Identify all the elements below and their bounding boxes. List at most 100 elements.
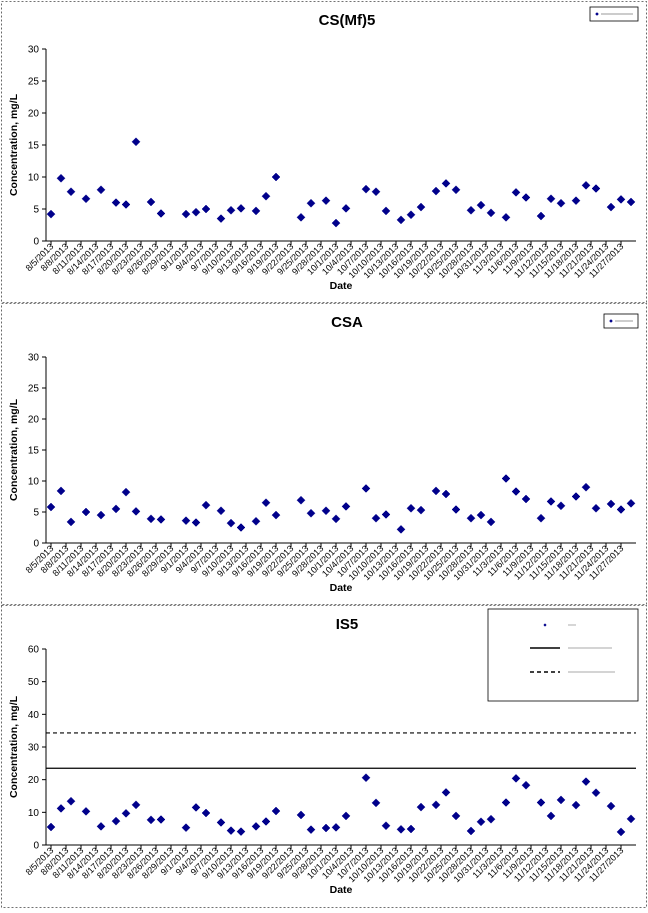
data-point: [501, 798, 511, 807]
data-point: [296, 495, 306, 505]
y-tick-label: 15: [28, 141, 40, 152]
data-point: [416, 202, 426, 212]
data-point: [46, 502, 56, 512]
y-tick-label: 0: [33, 841, 39, 852]
data-point: [536, 513, 546, 523]
data-point: [121, 808, 131, 818]
data-point: [81, 507, 91, 517]
y-tick-label: 10: [28, 808, 40, 819]
data-point: [321, 506, 331, 516]
data-point: [261, 498, 271, 508]
data-point: [466, 205, 476, 215]
y-tick-label: 25: [28, 384, 40, 395]
data-point: [501, 474, 511, 483]
data-point: [536, 798, 546, 807]
data-point: [441, 788, 451, 797]
data-point: [606, 801, 616, 811]
data-point: [191, 207, 201, 217]
data-point: [451, 811, 461, 821]
data-point: [181, 823, 191, 833]
data-point: [296, 212, 306, 222]
data-point: [451, 505, 461, 514]
data-point: [476, 200, 486, 210]
data-point: [341, 502, 351, 511]
data-point: [616, 827, 626, 837]
y-tick-label: 10: [28, 173, 40, 184]
data-point: [156, 209, 166, 218]
data-point: [216, 506, 226, 516]
data-point: [46, 209, 56, 219]
data-point: [396, 824, 406, 834]
data-point: [236, 827, 246, 836]
data-point: [111, 816, 121, 826]
y-tick-label: 40: [28, 710, 40, 721]
data-point: [236, 204, 246, 213]
y-tick-label: 0: [33, 539, 39, 550]
data-point: [581, 777, 591, 786]
data-point: [381, 510, 391, 519]
data-point: [416, 802, 426, 812]
data-point: [626, 814, 636, 824]
data-point: [571, 800, 581, 810]
data-point: [581, 482, 591, 492]
data-point: [261, 191, 271, 201]
y-tick-label: 15: [28, 446, 40, 457]
chart-title: CS(Mf)5: [319, 12, 376, 29]
y-tick-label: 20: [28, 775, 40, 786]
data-point: [251, 516, 261, 526]
data-point: [56, 486, 66, 496]
x-axis-label: Date: [330, 582, 353, 594]
data-point: [521, 494, 531, 504]
legend-marker: [595, 12, 599, 16]
data-point: [96, 185, 106, 195]
data-point: [591, 184, 601, 193]
data-point: [511, 487, 521, 496]
data-point: [111, 198, 121, 207]
data-point: [361, 184, 371, 194]
data-point: [226, 826, 236, 835]
y-tick-label: 30: [28, 45, 40, 56]
data-point: [331, 823, 341, 832]
y-tick-label: 25: [28, 77, 40, 88]
data-point: [146, 815, 156, 825]
data-point: [371, 513, 381, 523]
legend-marker: [543, 623, 547, 627]
data-point: [331, 514, 341, 524]
x-axis-label: Date: [330, 280, 353, 292]
data-point: [111, 504, 121, 514]
data-point: [271, 172, 281, 182]
data-point: [81, 806, 91, 816]
y-axis-label: Concentration, mg/L: [8, 398, 20, 501]
data-point: [156, 515, 166, 524]
data-point: [536, 211, 546, 221]
data-point: [546, 811, 556, 821]
data-point: [466, 826, 476, 836]
data-point: [361, 484, 371, 493]
data-point: [331, 218, 341, 228]
data-point: [546, 497, 556, 506]
chart-title: CSA: [331, 314, 363, 331]
data-point: [306, 825, 316, 835]
data-point: [181, 209, 191, 219]
data-point: [121, 487, 131, 497]
data-point: [521, 780, 531, 790]
data-point: [476, 817, 486, 827]
data-point: [251, 822, 261, 831]
data-point: [306, 508, 316, 518]
data-point: [226, 518, 236, 528]
data-point: [96, 822, 106, 831]
data-point: [56, 804, 66, 813]
data-point: [521, 193, 531, 202]
data-point: [306, 198, 316, 208]
data-point: [201, 808, 211, 818]
data-point: [271, 510, 281, 520]
data-point: [181, 516, 191, 526]
data-point: [486, 814, 496, 824]
data-point: [131, 137, 141, 147]
data-point: [556, 795, 566, 805]
data-point: [296, 810, 306, 820]
data-point: [66, 517, 76, 527]
y-axis-label: Concentration, mg/L: [8, 93, 20, 196]
data-point: [626, 498, 636, 508]
